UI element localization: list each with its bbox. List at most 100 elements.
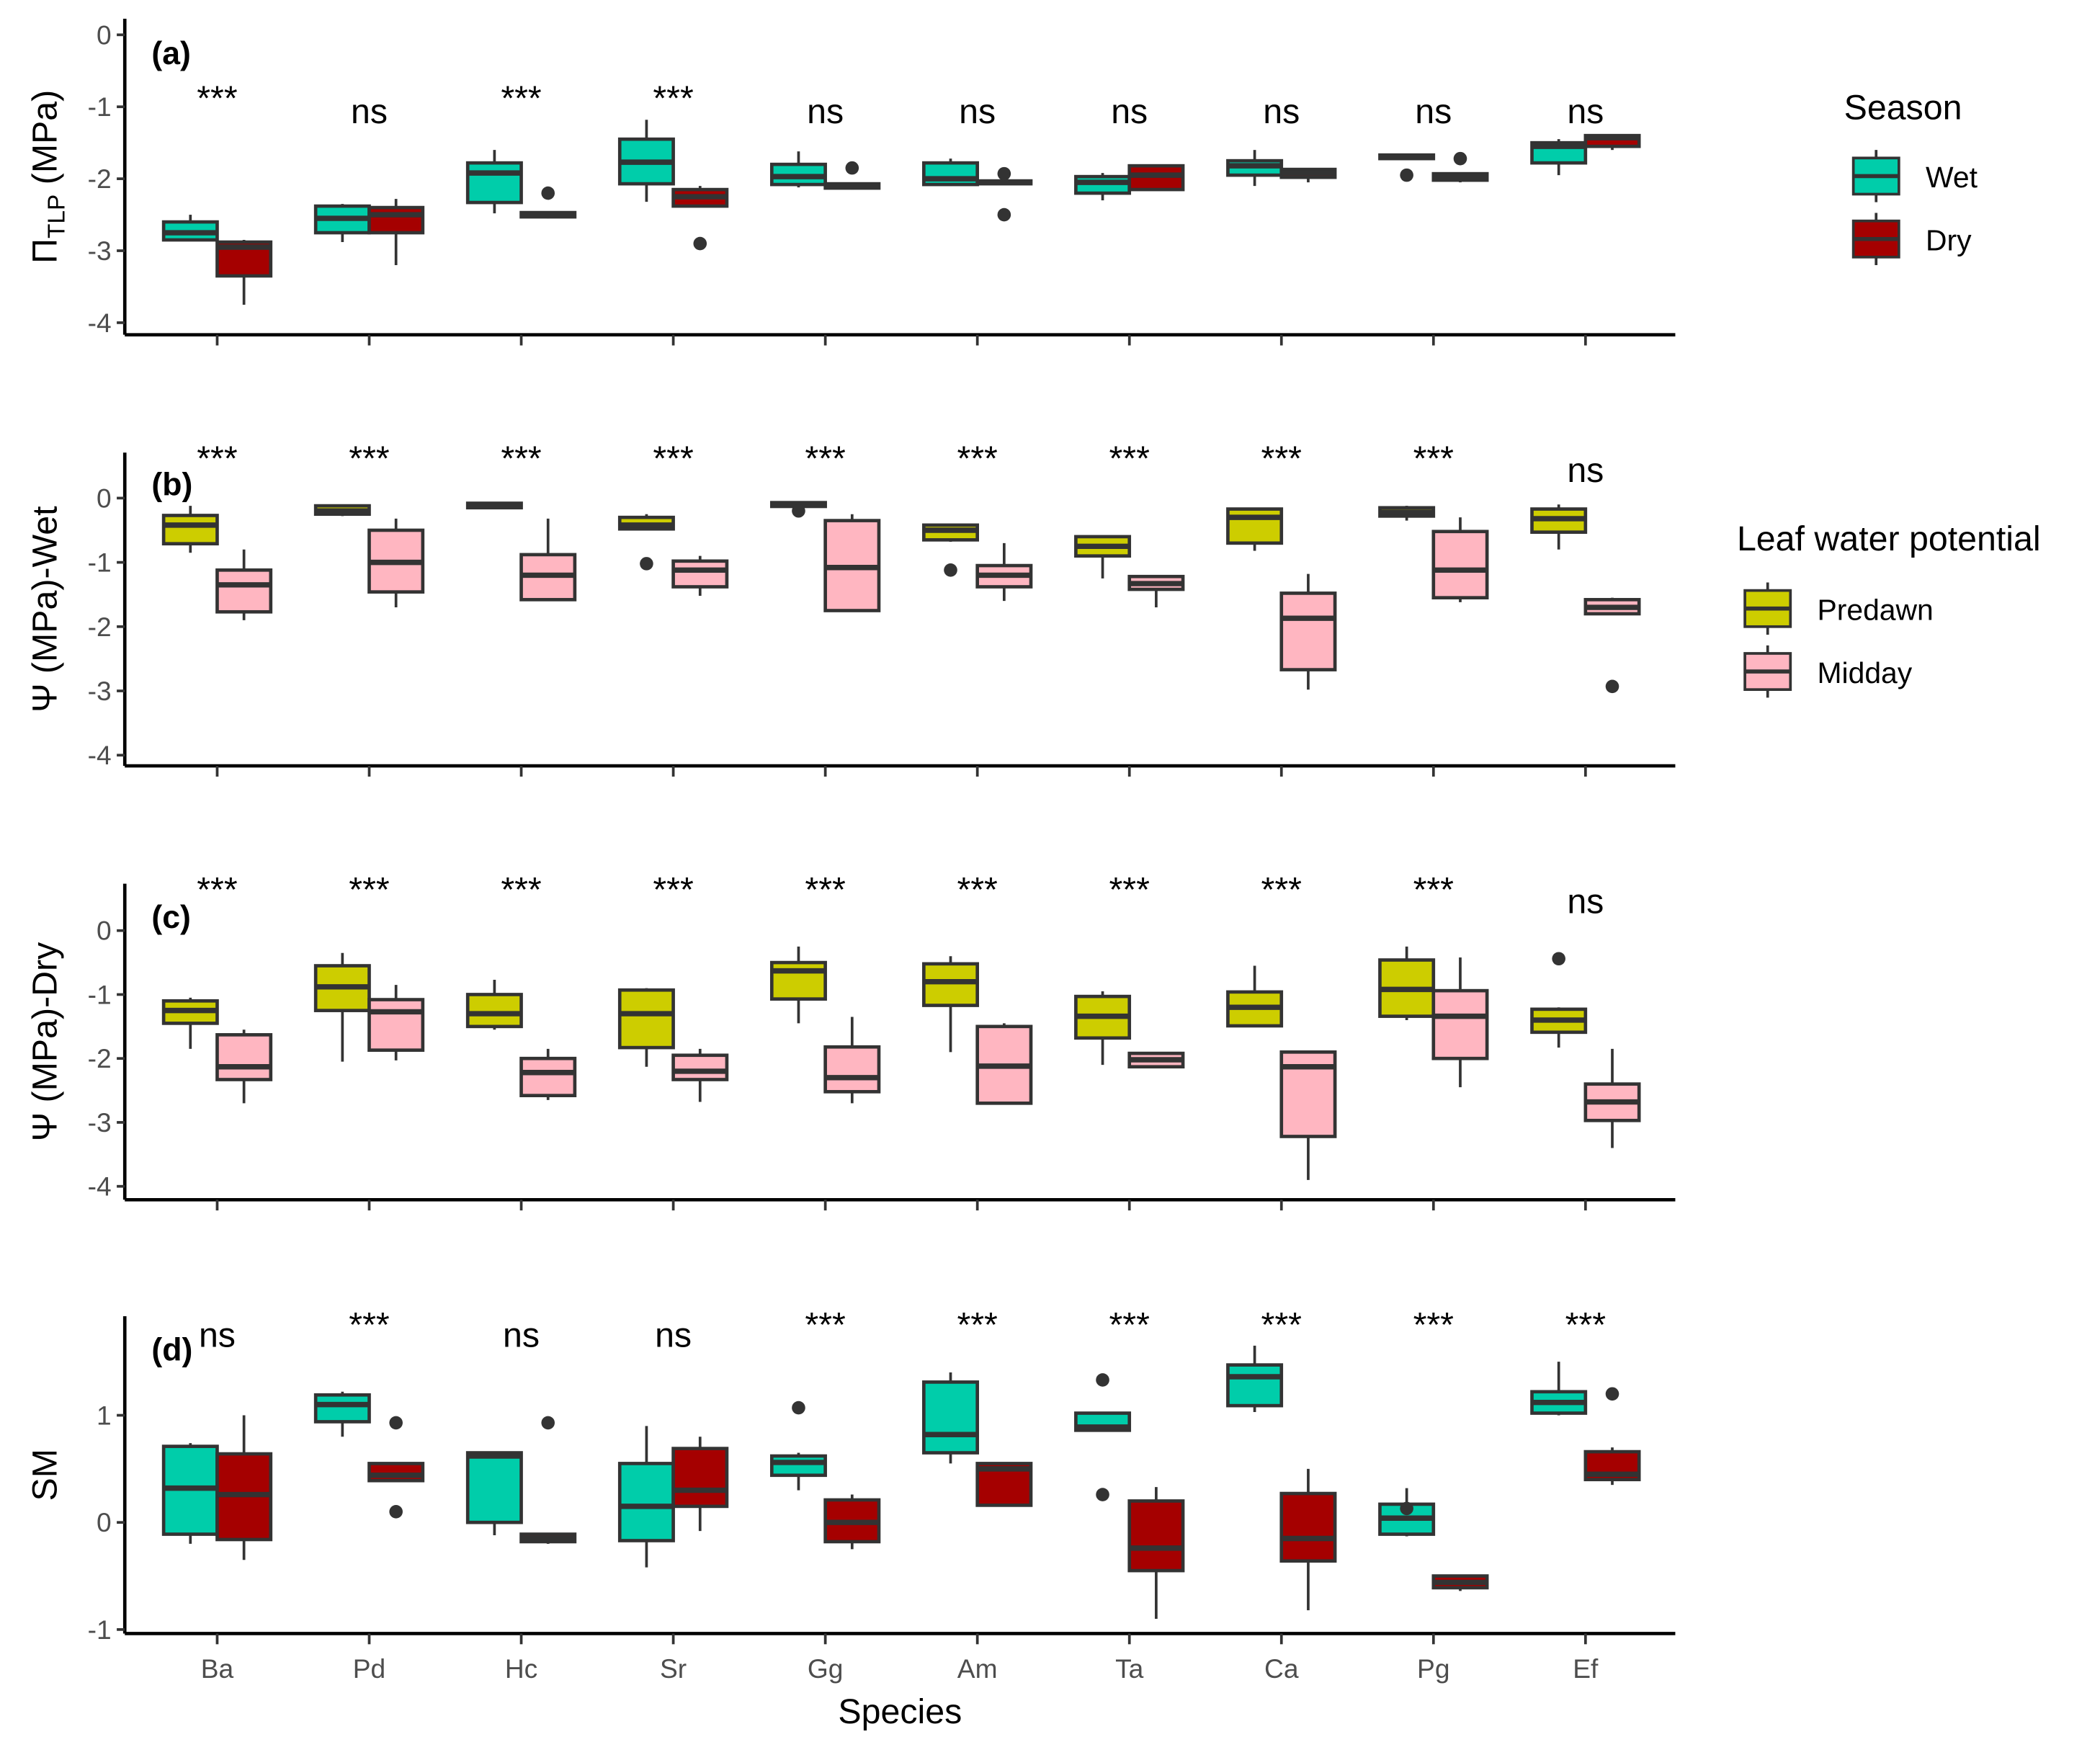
box-Ta-wet — [1074, 1373, 1132, 1501]
box-Pg-midday — [1431, 957, 1489, 1088]
box-Pg-wet — [1378, 1488, 1436, 1537]
box-Hc-midday — [519, 1048, 577, 1100]
outlier-point — [389, 1416, 403, 1430]
box-Pg-dry — [1431, 1574, 1489, 1591]
box-Pd-dry — [367, 199, 425, 265]
x-tick-label: Hc — [505, 1653, 537, 1684]
outlier-point — [944, 563, 957, 577]
significance-label: *** — [957, 870, 998, 909]
box-Sr-midday — [671, 555, 729, 596]
significance-label: *** — [197, 79, 238, 117]
x-tick-label: Ca — [1264, 1653, 1299, 1684]
x-tick-label: Ba — [201, 1653, 234, 1684]
outlier-point — [541, 1416, 555, 1430]
box-Gg-dry — [823, 161, 881, 190]
significance-label: ns — [1263, 92, 1300, 131]
box-Ca-predawn — [1226, 507, 1284, 551]
outlier-point — [389, 1505, 403, 1519]
box-Am-wet — [922, 1372, 979, 1464]
y-tick-label: 0 — [97, 19, 112, 50]
box-iqr — [922, 962, 979, 1007]
legend-label: Wet — [1926, 161, 1978, 194]
y-tick-label: -1 — [88, 979, 112, 1009]
box-Gg-dry — [823, 1494, 881, 1550]
box-iqr — [1431, 988, 1489, 1060]
significance-label: *** — [1413, 870, 1455, 909]
panel-label: (d) — [151, 1332, 192, 1367]
box-iqr — [519, 1056, 577, 1097]
significance-label: ns — [1567, 451, 1604, 490]
box-Ef-wet — [1530, 139, 1588, 176]
box-Ba-wet — [161, 215, 219, 242]
box-Ca-midday — [1279, 1050, 1337, 1180]
box-Sr-dry — [671, 186, 729, 251]
box-Am-midday — [975, 542, 1033, 602]
y-axis-label: Ψ (MPa)-Wet — [25, 506, 64, 713]
x-tick-label: Ef — [1573, 1653, 1599, 1684]
box-iqr — [769, 1454, 827, 1478]
box-iqr — [1431, 530, 1489, 599]
box-Am-midday — [975, 1023, 1033, 1105]
significance-label: *** — [805, 439, 846, 478]
outlier-point — [845, 161, 859, 175]
significance-label: *** — [197, 870, 238, 909]
box-Ta-predawn — [1074, 535, 1132, 579]
outlier-point — [541, 186, 555, 200]
box-Pg-midday — [1431, 517, 1489, 602]
box-Sr-wet — [617, 1426, 675, 1568]
box-iqr — [617, 988, 675, 1050]
significance-label: *** — [1413, 1305, 1455, 1344]
box-Pg-predawn — [1378, 506, 1436, 521]
legend-title: Season — [1844, 88, 1962, 127]
x-tick-label: Pd — [353, 1653, 385, 1684]
legend-label: Predawn — [1817, 594, 1933, 627]
box-Ba-dry — [215, 240, 273, 305]
significance-label: *** — [1261, 439, 1303, 478]
box-Ca-dry — [1279, 1468, 1337, 1611]
box-iqr — [922, 1380, 979, 1455]
y-tick-label: -4 — [88, 308, 112, 338]
box-iqr — [367, 1462, 425, 1483]
box-Pd-predawn — [313, 952, 371, 1062]
x-tick-label: Am — [957, 1653, 998, 1684]
significance-label: ns — [1111, 92, 1148, 131]
x-axis-label: Species — [838, 1692, 962, 1731]
panel-label: (a) — [151, 36, 191, 71]
significance-label: *** — [957, 1305, 998, 1344]
significance-label: *** — [1413, 439, 1455, 478]
box-iqr — [823, 1045, 881, 1094]
significance-label: *** — [349, 1305, 390, 1344]
box-iqr — [1279, 591, 1337, 671]
box-Ef-midday — [1583, 1048, 1641, 1148]
significance-label: ns — [1567, 92, 1604, 131]
significance-label: *** — [349, 439, 390, 478]
box-Gg-predawn — [769, 946, 827, 1024]
significance-label: *** — [197, 439, 238, 478]
significance-label: ns — [199, 1316, 236, 1355]
box-Gg-wet — [769, 151, 827, 188]
y-tick-label: 1 — [97, 1401, 112, 1431]
y-tick-label: -2 — [88, 1043, 112, 1073]
box-Gg-wet — [769, 1401, 827, 1491]
significance-label: ns — [1415, 92, 1452, 131]
box-iqr — [465, 1451, 523, 1524]
box-iqr — [1226, 1363, 1284, 1408]
x-tick-label: Gg — [808, 1653, 844, 1684]
box-Ta-wet — [1074, 173, 1132, 201]
box-Ta-midday — [1127, 1051, 1185, 1069]
significance-label: *** — [653, 79, 694, 117]
box-Pd-midday — [367, 518, 425, 608]
outlier-point — [792, 504, 805, 518]
box-Pg-predawn — [1378, 946, 1436, 1020]
significance-label: *** — [1261, 1305, 1303, 1344]
box-iqr — [215, 1033, 273, 1081]
legend-label: Midday — [1817, 656, 1912, 689]
box-Gg-midday — [823, 514, 881, 612]
box-Sr-midday — [671, 1048, 729, 1102]
box-Hc-dry — [519, 1416, 577, 1544]
y-tick-label: 0 — [97, 916, 112, 946]
significance-label: ns — [503, 1316, 540, 1355]
box-Am-predawn — [922, 523, 979, 577]
box-Gg-midday — [823, 1017, 881, 1104]
